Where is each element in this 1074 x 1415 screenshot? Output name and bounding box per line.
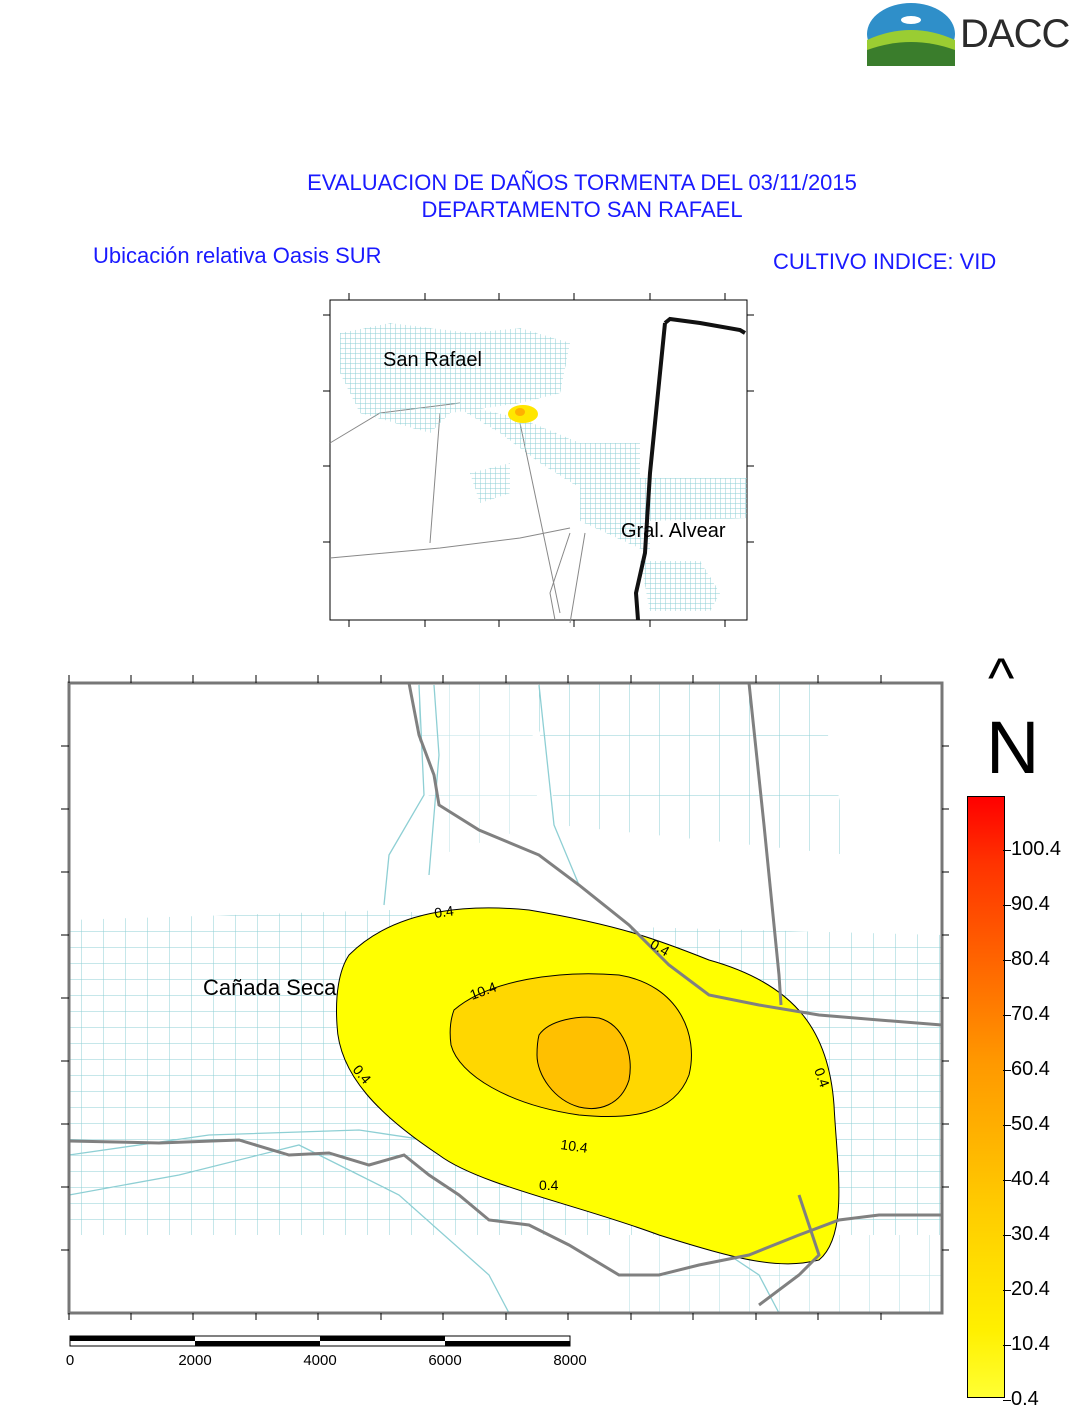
scale-label: 8000 [553, 1352, 587, 1369]
scale-label: 6000 [428, 1352, 462, 1369]
legend-label: 10.4 [1011, 1333, 1050, 1355]
title-line-1: EVALUACION DE DAÑOS TORMENTA DEL 03/11/2… [307, 170, 857, 195]
scale-label: 4000 [303, 1352, 337, 1369]
legend-label: 90.4 [1011, 893, 1050, 915]
inset-label-san-rafael: San Rafael [383, 349, 482, 371]
legend-tick [1003, 1345, 1011, 1346]
legend-label: 0.4 [1011, 1388, 1039, 1410]
legend-tick [1003, 1070, 1011, 1071]
legend-tick [1003, 850, 1011, 851]
legend-tick [1003, 905, 1011, 906]
dacc-logo-icon [867, 3, 955, 66]
title-line-2: DEPARTAMENTO SAN RAFAEL [421, 197, 743, 222]
legend-tick [1003, 1180, 1011, 1181]
north-arrow-icon: ^ [988, 646, 1015, 709]
scale-label: 0 [65, 1352, 75, 1369]
inset-label-gral-alvear: Gral. Alvear [621, 520, 726, 542]
legend-tick [1003, 1125, 1011, 1126]
legend-label: 30.4 [1011, 1223, 1050, 1245]
legend-label: 100.4 [1011, 838, 1062, 860]
legend-label: 40.4 [1011, 1168, 1050, 1190]
north-letter: N [986, 706, 1040, 789]
scale-bar-graphic [69, 1335, 571, 1347]
place-label-canada-seca: Cañada Seca [203, 975, 337, 1000]
scale-label: 2000 [178, 1352, 212, 1369]
main-map: Cañada Seca 0.4 0.4 0.4 0.4 0.4 10.4 10.… [61, 675, 949, 1320]
legend-tick [1003, 1235, 1011, 1236]
legend-color-bar [967, 796, 1005, 1398]
legend-label: 20.4 [1011, 1278, 1050, 1300]
legend-label: 80.4 [1011, 948, 1050, 970]
legend-label: 60.4 [1011, 1058, 1050, 1080]
inset-map: San Rafael Gral. Alvear [323, 293, 754, 627]
legend-label: 70.4 [1011, 1003, 1050, 1025]
legend-tick [1003, 1400, 1011, 1401]
subtitle-location: Ubicación relativa Oasis SUR [93, 243, 382, 268]
contour-label: 10.4 [560, 1136, 589, 1156]
contour-label: 0.4 [811, 1066, 833, 1090]
legend-tick [1003, 960, 1011, 961]
contour-label: 0.4 [539, 1177, 559, 1193]
logo-text: DACC [960, 12, 1070, 56]
legend-label: 50.4 [1011, 1113, 1050, 1135]
subtitle-crop: CULTIVO INDICE: VID [773, 249, 997, 274]
legend-tick [1003, 1015, 1011, 1016]
legend-tick [1003, 1290, 1011, 1291]
contour-label: 0.4 [433, 902, 455, 921]
